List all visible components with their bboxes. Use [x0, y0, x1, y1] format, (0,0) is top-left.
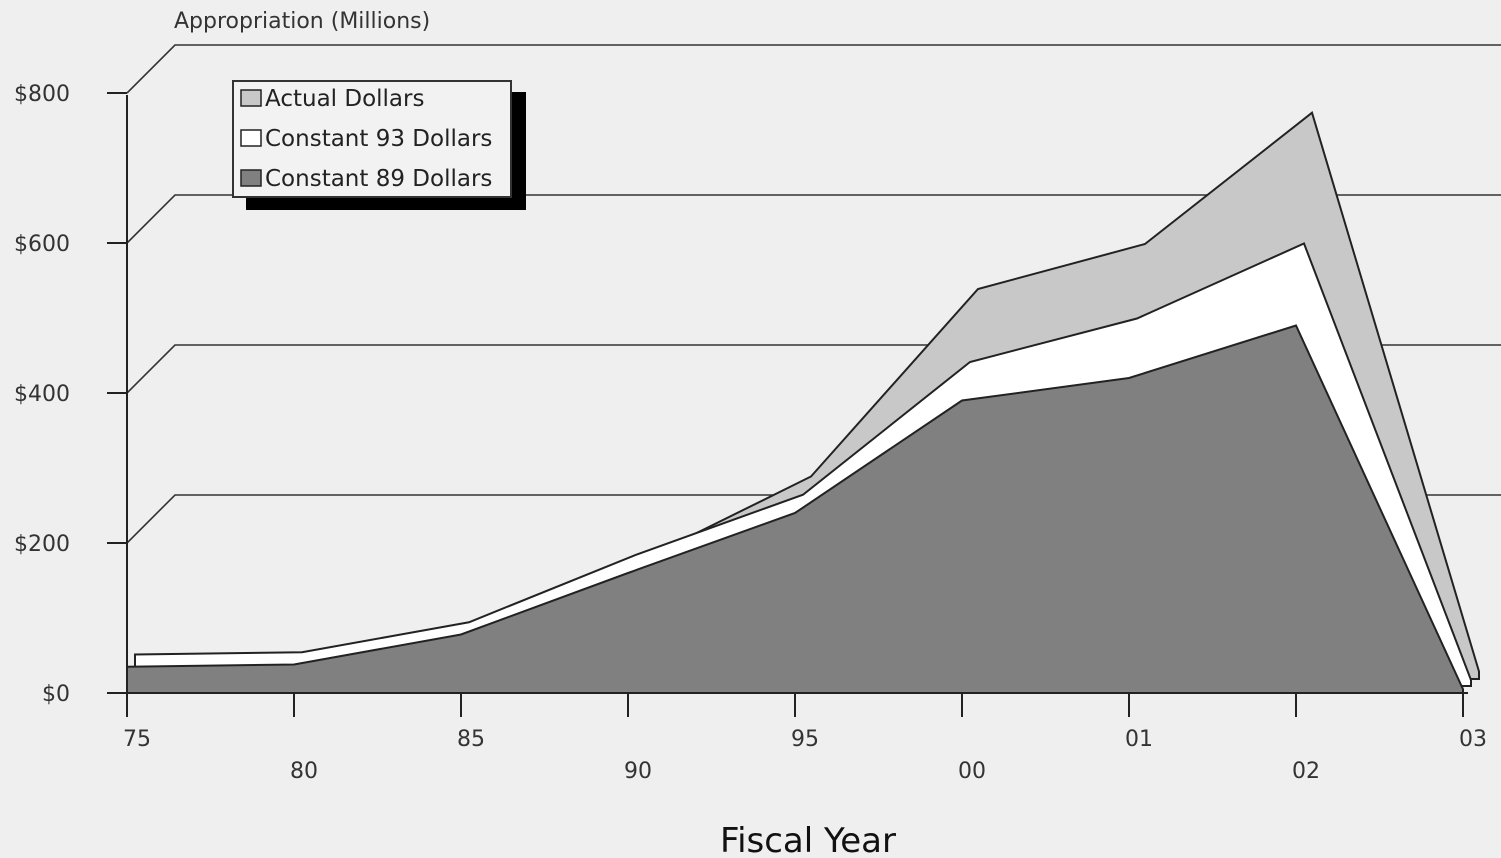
series-area: [126, 324, 1464, 694]
y-tick-label: $800: [14, 82, 70, 107]
axes: $0 $200 $400 $600 $800 75 80 85 90 95 00 01 02 03: [14, 82, 1487, 784]
x-tick-label: 85: [457, 727, 485, 752]
legend-swatch: [240, 89, 262, 107]
x-tick-label: 00: [958, 759, 986, 784]
x-tick-label: 01: [1125, 727, 1153, 752]
x-tick-label: 95: [791, 727, 819, 752]
legend-label: Constant 89 Dollars: [265, 166, 492, 192]
y-tick-label: $600: [14, 232, 70, 257]
x-tick-label: 75: [123, 727, 151, 752]
legend: Actual Dollars Constant 93 Dollars Constan…: [232, 80, 526, 210]
gridline: [126, 194, 1501, 244]
y-tick-label: $200: [14, 532, 70, 557]
legend-label: Constant 93 Dollars: [265, 126, 492, 152]
gridline: [126, 44, 1501, 94]
x-tick-label: 90: [624, 759, 652, 784]
x-axis-title: Fiscal Year: [720, 821, 896, 858]
legend-swatch: [240, 169, 262, 187]
legend-box: [232, 80, 512, 198]
x-tick-label: 03: [1459, 727, 1487, 752]
series-areas: [126, 111, 1480, 694]
y-tick-label: $400: [14, 382, 70, 407]
x-tick-label: 02: [1292, 759, 1320, 784]
x-tick-label: 80: [290, 759, 318, 784]
y-tick-label: $0: [42, 682, 70, 707]
y-axis-title: Appropriation (Millions): [174, 9, 430, 34]
legend-label: Actual Dollars: [265, 86, 424, 112]
legend-swatch: [240, 129, 262, 147]
